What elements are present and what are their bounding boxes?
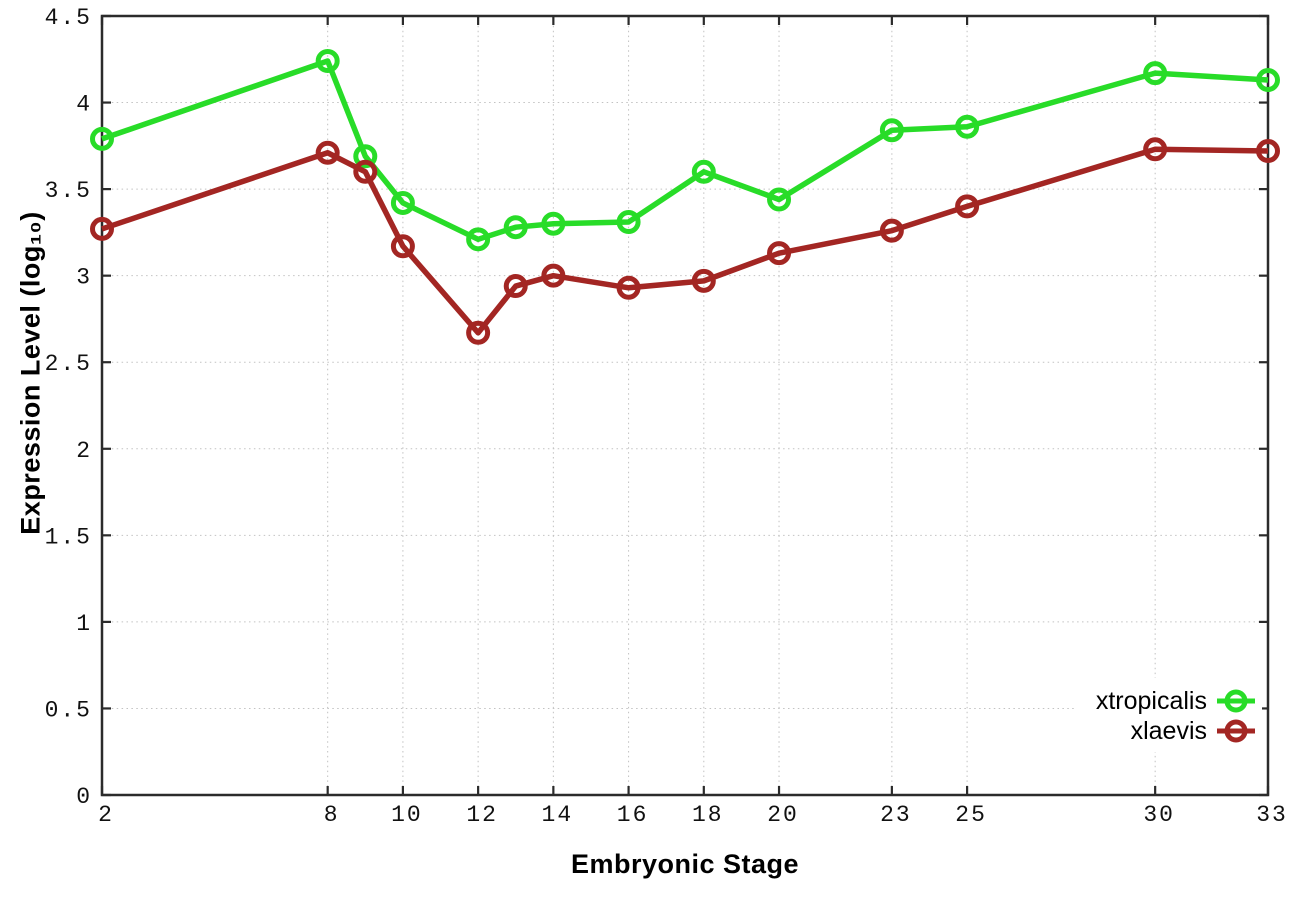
svg-text:2.5: 2.5 <box>45 351 92 377</box>
svg-text:12: 12 <box>466 802 498 828</box>
svg-text:1.5: 1.5 <box>45 524 92 550</box>
legend-sample-line-point-icon <box>1217 689 1255 713</box>
y-axis-title: Expression Level (log₁₀) <box>15 211 46 535</box>
svg-text:18: 18 <box>692 802 724 828</box>
legend-entry-xtropicalis: xtropicalis <box>1076 686 1262 716</box>
svg-text:3: 3 <box>76 265 92 291</box>
svg-text:23: 23 <box>880 802 912 828</box>
legend-label-xtropicalis: xtropicalis <box>1095 686 1207 715</box>
svg-text:33: 33 <box>1256 802 1288 828</box>
svg-text:25: 25 <box>955 802 987 828</box>
svg-text:0: 0 <box>76 784 92 810</box>
svg-text:20: 20 <box>767 802 799 828</box>
svg-text:0.5: 0.5 <box>45 697 92 723</box>
svg-text:16: 16 <box>617 802 649 828</box>
svg-text:30: 30 <box>1143 802 1175 828</box>
svg-text:10: 10 <box>391 802 423 828</box>
legend-sample-line-point-icon <box>1217 719 1255 743</box>
svg-text:2: 2 <box>76 438 92 464</box>
legend-entry-xlaevis: xlaevis <box>1076 716 1262 746</box>
svg-text:4: 4 <box>76 92 92 118</box>
svg-text:8: 8 <box>324 802 340 828</box>
svg-text:2: 2 <box>98 802 114 828</box>
x-axis-title: Embryonic Stage <box>570 849 800 879</box>
svg-text:3.5: 3.5 <box>45 178 92 204</box>
svg-text:4.5: 4.5 <box>45 5 92 31</box>
svg-text:1: 1 <box>76 611 92 637</box>
legend-label-xlaevis: xlaevis <box>1130 716 1207 745</box>
legend: xtropicalis xlaevis <box>1076 678 1262 752</box>
svg-text:14: 14 <box>542 802 574 828</box>
